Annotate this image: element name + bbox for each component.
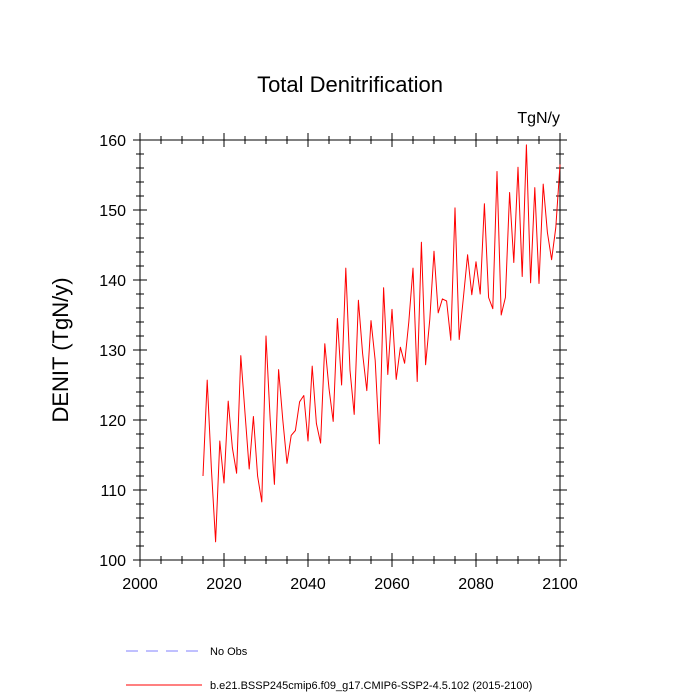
y-tick-label: 150	[99, 203, 126, 220]
plot-frame	[139, 139, 561, 561]
series-line	[202, 144, 561, 543]
legend: No Obs b.e21.BSSP245cmip6.f09_g17.CMIP6-…	[126, 646, 532, 692]
y-tick-label: 110	[100, 483, 126, 500]
y-axis-label: DENIT (TgN/y)	[48, 277, 73, 422]
y-tick-label: 140	[99, 273, 126, 290]
x-tick-label: 2060	[374, 576, 410, 593]
y-tick-label: 160	[99, 133, 126, 150]
x-tick-label: 2100	[542, 576, 578, 593]
axis-ticks	[133, 133, 567, 567]
legend-label-no-obs: No Obs	[210, 646, 248, 658]
chart-title: Total Denitrification	[257, 72, 443, 97]
y-tick-label: 120	[99, 413, 126, 430]
x-tick-label: 2080	[458, 576, 494, 593]
x-tick-label: 2040	[290, 576, 326, 593]
legend-label-model: b.e21.BSSP245cmip6.f09_g17.CMIP6-SSP2-4.…	[210, 680, 532, 692]
y-tick-label: 100	[99, 553, 126, 570]
units-label: TgN/y	[517, 110, 560, 127]
x-tick-label: 2000	[122, 576, 158, 593]
y-tick-label: 130	[99, 343, 126, 360]
series-layer	[202, 144, 561, 543]
axis-tick-labels: 2000 2020 2040 2060 2080 2100 100 110 120 130 140 1…	[99, 133, 578, 593]
x-tick-label: 2020	[206, 576, 242, 593]
